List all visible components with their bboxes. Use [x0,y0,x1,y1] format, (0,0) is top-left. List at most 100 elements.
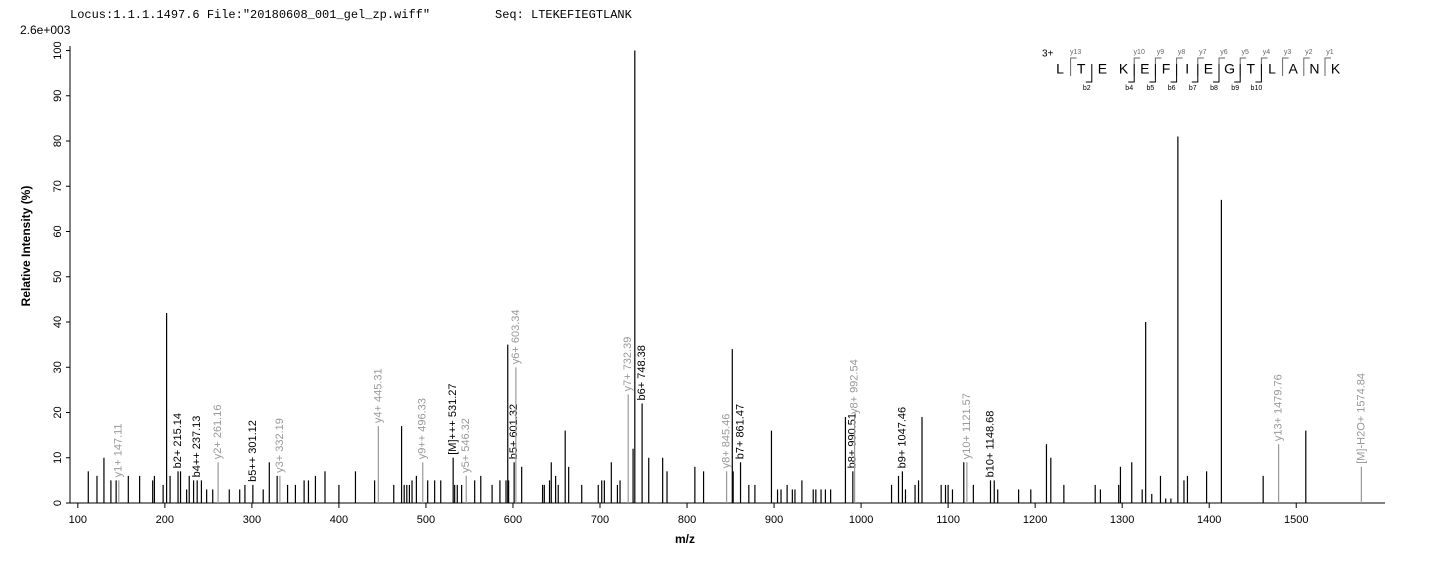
y-ion-label: y10 [1134,49,1145,56]
residue: A [1289,61,1299,77]
b-ion-label: b8 [1210,85,1218,92]
charge-label: 3+ [1042,49,1054,60]
b-ion-bracket [1213,64,1220,83]
x-tick-label: 800 [678,514,696,526]
y-ion-label: y3 [1284,49,1292,56]
y-tick-label: 10 [52,452,64,464]
locus-text: Locus:1.1.1.1497.6 File:"20180608_001_ge… [70,8,430,22]
peak-label: b8+ 990.51 [847,413,859,468]
peak-label: y8+ 992.54 [849,359,861,414]
x-tick-label: 400 [330,514,348,526]
y-tick-label: 40 [52,316,64,328]
peak-label: b5++ 301.12 [247,420,259,482]
residue: F [1162,61,1171,77]
residue: T [1077,61,1086,77]
y-ion-bracket [1239,57,1247,76]
b-ion-label: b4 [1125,85,1133,92]
residue: T [1247,61,1256,77]
x-tick-label: 500 [417,514,435,526]
y-ion-label: y13 [1070,49,1081,56]
y-tick-label: 80 [52,135,64,147]
x-tick-label: 1300 [1110,514,1134,526]
b-ion-label: b5 [1147,85,1155,92]
peak-label: y8+ 845.46 [721,414,733,469]
x-tick-label: 1200 [1023,514,1047,526]
b-ion-label: b6 [1168,85,1176,92]
peak-label: b9+ 1047.46 [896,407,908,468]
y-ion-label: y7 [1199,49,1207,56]
x-tick-label: 1000 [849,514,873,526]
residue: E [1140,61,1149,77]
peak-label: [M]+++ 531.27 [447,384,459,455]
y-ion-bracket [1324,57,1331,76]
y-ion-bracket [1154,57,1162,76]
x-tick-label: 1400 [1197,514,1221,526]
peak-label: b4++ 237.13 [191,416,203,478]
b-ion-label: b7 [1189,85,1197,92]
y-ion-label: y6 [1220,49,1228,56]
residue: K [1119,61,1129,77]
peak-label: y9++ 496.33 [417,398,429,459]
peak-label: y13+ 1479.76 [1273,374,1285,441]
peak-label: y1+ 147.11 [113,423,125,477]
y-ion-label: y9 [1157,49,1165,56]
peak-label: y6+ 603.34 [510,310,522,365]
y-tick-label: 20 [52,406,64,418]
x-tick-label: 600 [504,514,522,526]
residue: L [1056,61,1064,77]
peak-label: y10+ 1121.57 [961,393,973,459]
b-ion-bracket [1191,64,1199,83]
y-tick-label: 30 [52,361,64,373]
y-axis-label: Relative Intensity (%) [19,186,33,307]
seq-text: Seq: LTEKEFIEGTLANK [495,8,633,22]
y-tick-label: 60 [52,225,64,237]
peak-label: b7+ 861.47 [734,404,746,459]
b-ion-label: b9 [1231,85,1239,92]
x-tick-label: 900 [765,514,783,526]
peak-label: b5+ 601.32 [508,404,520,459]
residue: E [1098,61,1107,77]
peak-label: y3+ 332.19 [274,418,286,473]
x-tick-label: 200 [156,514,174,526]
b-ion-label: b2 [1083,85,1091,92]
y-tick-label: 0 [52,500,64,506]
b-ion-bracket [1085,64,1093,83]
residue: L [1268,61,1276,77]
y-ion-label: y8 [1178,49,1186,56]
y-tick-label: 100 [52,41,64,59]
b-ion-bracket [1149,64,1156,83]
y-ion-bracket [1303,57,1310,76]
y-tick-label: 70 [52,180,64,192]
b-ion-bracket [1170,64,1178,83]
x-tick-label: 700 [591,514,609,526]
y-tick-label: 90 [52,90,64,102]
peak-label: b10+ 1148.68 [984,411,996,478]
x-tick-label: 1500 [1284,514,1308,526]
residue: N [1309,61,1319,77]
b-ion-bracket [1128,64,1135,83]
y-ion-label: y4 [1263,49,1271,56]
residue: G [1224,61,1235,77]
residue: I [1185,61,1189,77]
peak-label: b2+ 215.14 [172,413,184,468]
x-tick-label: 100 [69,514,87,526]
y-ion-label: y2 [1305,49,1313,56]
y-ion-bracket [1282,57,1289,76]
y-ion-bracket [1070,57,1077,76]
peak-label: y4+ 445.31 [372,368,384,423]
x-axis-label: m/z [675,532,695,546]
peak-label: y7+ 732.39 [622,337,634,392]
y-ion-label: y5 [1241,49,1249,56]
x-tick-label: 300 [243,514,261,526]
peak-label: b6+ 748.38 [636,345,648,400]
peak-label: y5+ 546.32 [460,418,472,473]
y-ion-label: y1 [1326,49,1334,56]
x-tick-label: 1100 [936,514,960,526]
b-ion-label: b10 [1251,85,1263,92]
residue: K [1331,61,1341,77]
residue: E [1204,61,1213,77]
b-ion-bracket [1234,64,1241,83]
y-tick-label: 50 [52,271,64,283]
y-ion-bracket [1260,57,1268,76]
